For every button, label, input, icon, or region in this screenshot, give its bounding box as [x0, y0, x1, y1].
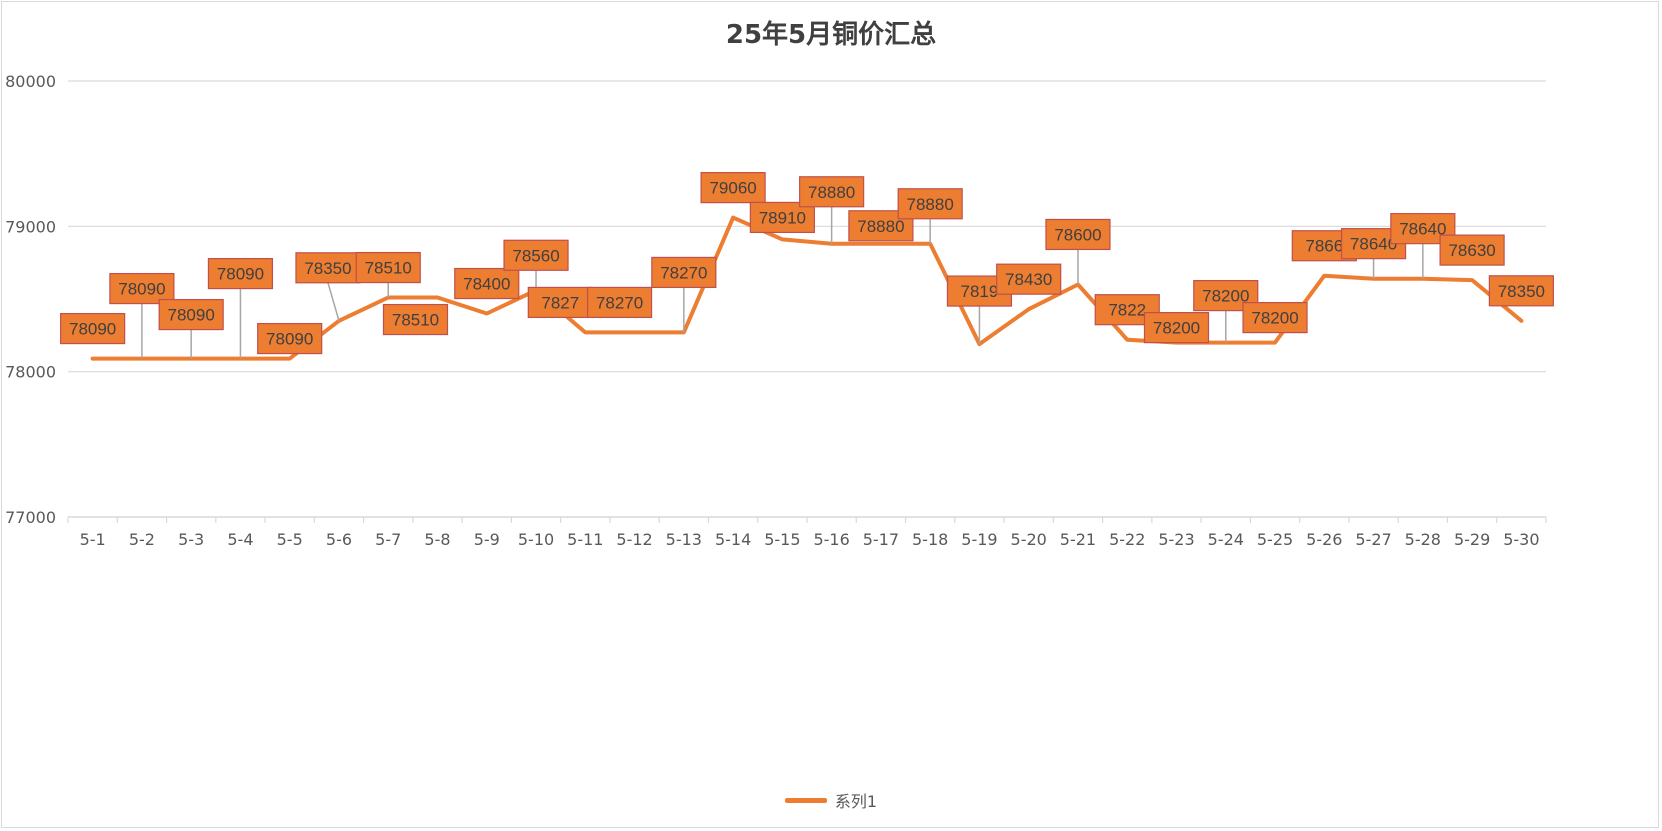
data-label-box [1045, 218, 1111, 251]
data-label-box [257, 322, 323, 355]
data-label-box [503, 239, 569, 271]
data-label: 79060 [709, 179, 756, 198]
data-label-box [897, 188, 963, 220]
data-label: 78090 [217, 265, 264, 284]
x-tick-label: 5-10 [518, 530, 554, 549]
x-tick-label: 5-20 [1011, 530, 1047, 549]
data-label-box [158, 298, 224, 331]
data-label: 78880 [907, 195, 954, 214]
x-tick-label: 5-2 [129, 530, 155, 549]
data-label-box [60, 312, 126, 345]
x-tick-label: 5-5 [277, 530, 303, 549]
data-label: 78200 [1202, 287, 1249, 306]
legend: 系列1 [0, 788, 1662, 812]
x-tick-label: 5-15 [764, 530, 800, 549]
data-label: 78600 [1054, 225, 1101, 244]
x-tick-label: 5-23 [1158, 530, 1194, 549]
x-tick-label: 5-24 [1208, 530, 1244, 549]
data-label: 78400 [463, 275, 510, 294]
x-tick-label: 5-26 [1306, 530, 1342, 549]
data-label-box [1488, 275, 1554, 307]
y-tick-label: 79000 [5, 217, 56, 236]
data-label: 78640 [1350, 235, 1397, 254]
data-label-box [454, 267, 520, 300]
data-label-box [586, 286, 653, 319]
y-tick-label: 78000 [5, 363, 56, 382]
data-label-box [996, 263, 1062, 295]
x-tick-label: 5-11 [567, 530, 603, 549]
data-label: 78270 [660, 263, 707, 282]
x-tick-label: 5-1 [80, 530, 106, 549]
x-tick-label: 5-7 [375, 530, 401, 549]
data-label: 78560 [512, 246, 559, 265]
data-label-box [109, 272, 175, 305]
data-label: 78090 [69, 320, 116, 339]
data-label-box [749, 201, 815, 234]
data-label-box [651, 256, 717, 289]
data-label: 78200 [1251, 309, 1298, 328]
data-label-box [1242, 302, 1308, 334]
legend-label-series-1: 系列1 [834, 792, 878, 811]
x-tick-label: 5-28 [1405, 530, 1441, 549]
x-tick-label: 5-9 [474, 530, 500, 549]
x-tick-label: 5-16 [813, 530, 849, 549]
data-label: 7822 [1108, 301, 1146, 320]
data-label: 78270 [596, 293, 643, 312]
x-tick-label: 5-29 [1454, 530, 1490, 549]
y-tick-label: 80000 [5, 72, 56, 91]
data-label: 7819 [961, 282, 999, 301]
y-tick-label: 77000 [5, 508, 56, 527]
data-label: 78640 [1399, 220, 1446, 239]
data-label-box [527, 286, 593, 319]
data-label-leader [327, 282, 340, 322]
data-label-box [355, 251, 421, 284]
data-label: 78510 [365, 259, 412, 278]
data-label-box [295, 252, 361, 284]
data-label: 7866 [1305, 237, 1343, 256]
data-label-box [207, 257, 274, 290]
data-label: 78200 [1153, 319, 1200, 338]
x-tick-label: 5-14 [715, 530, 751, 549]
data-label: 78880 [808, 183, 855, 202]
data-label: 78510 [392, 311, 439, 330]
x-tick-label: 5-30 [1503, 530, 1539, 549]
data-label-box [799, 176, 865, 208]
x-tick-label: 5-13 [666, 530, 702, 549]
x-tick-label: 5-19 [961, 530, 997, 549]
data-label: 78630 [1448, 241, 1495, 260]
legend-swatch-series-1 [784, 797, 827, 803]
x-tick-label: 5-17 [863, 530, 899, 549]
x-tick-label: 5-18 [912, 530, 948, 549]
x-tick-label: 5-3 [178, 530, 204, 549]
x-tick-label: 5-8 [424, 530, 450, 549]
x-tick-label: 5-6 [326, 530, 352, 549]
x-tick-label: 5-4 [227, 530, 253, 549]
x-tick-label: 5-12 [616, 530, 652, 549]
x-tick-label: 5-21 [1060, 530, 1096, 549]
data-label-box [382, 303, 449, 336]
data-label: 78350 [1498, 282, 1545, 301]
x-tick-label: 5-22 [1109, 530, 1145, 549]
data-label-box [700, 172, 766, 204]
x-tick-label: 5-25 [1257, 530, 1293, 549]
chart-title: 25年5月铜价汇总 [725, 20, 937, 50]
data-label: 78430 [1005, 270, 1052, 289]
data-label: 7827 [541, 293, 579, 312]
data-label: 78910 [759, 208, 806, 227]
data-label: 78090 [168, 306, 215, 325]
data-label: 78880 [857, 217, 904, 236]
data-label: 78090 [118, 280, 165, 299]
data-label-box [1143, 312, 1210, 344]
data-label: 78350 [304, 259, 351, 278]
data-label-box [1439, 234, 1505, 266]
x-tick-label: 5-27 [1355, 530, 1391, 549]
data-label: 78090 [266, 330, 313, 349]
